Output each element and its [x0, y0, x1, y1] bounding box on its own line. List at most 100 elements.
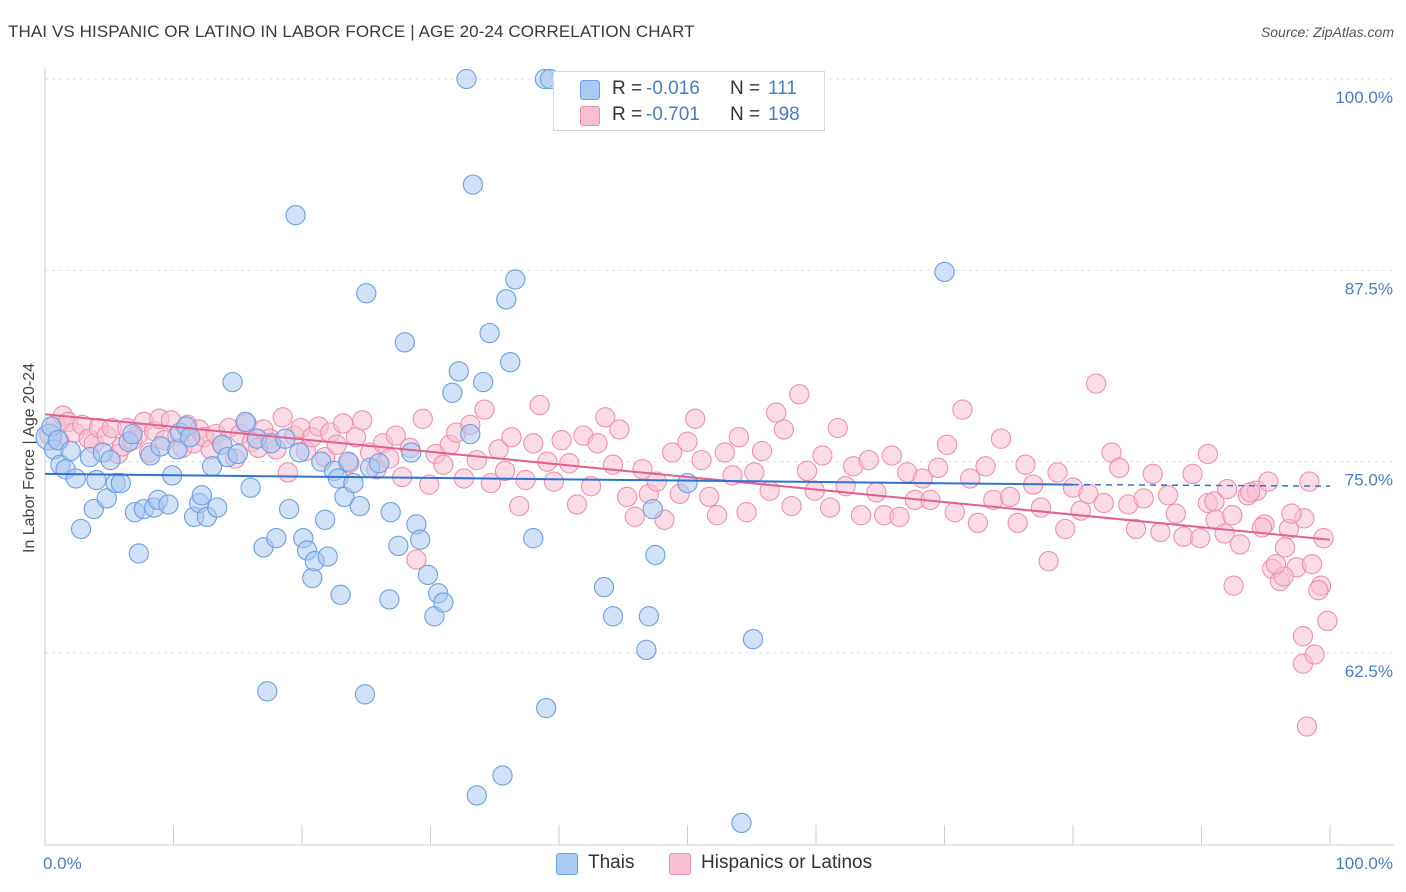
- thais-point: [593, 577, 615, 598]
- hispanics-point: [1165, 503, 1186, 524]
- thais-point: [86, 469, 107, 491]
- x-tick-labels: 0.0% 100.0%: [43, 854, 1393, 873]
- hispanics-point: [1296, 716, 1318, 737]
- thais-point: [330, 584, 351, 605]
- thais-point: [289, 442, 310, 463]
- correlation-legend: R = -0.016 N = 111 R = -0.701 N = 198: [553, 71, 825, 131]
- thais-point: [473, 371, 494, 393]
- series-hispanics-points: [39, 373, 1338, 737]
- legend-row-hispanics: R = -0.701 N = 198: [554, 102, 824, 128]
- thais-trend-extension: [1072, 483, 1331, 487]
- hispanics-point: [1301, 554, 1323, 575]
- hispanics-point: [1317, 610, 1338, 632]
- hispanics-legend-label: Hispanics or Latinos: [701, 852, 873, 873]
- thais-point: [314, 509, 336, 530]
- hispanics-point: [1109, 457, 1130, 478]
- hispanics-point: [944, 502, 965, 523]
- hispanics-point: [1299, 471, 1320, 492]
- n-value: 198: [768, 104, 800, 125]
- thais-point: [505, 269, 526, 290]
- thais-point: [638, 606, 660, 627]
- hispanics-point: [406, 549, 427, 570]
- series-thais-points: [35, 68, 955, 834]
- hispanics-point: [277, 462, 299, 483]
- hispanics-point: [812, 445, 833, 466]
- hispanics-point: [646, 471, 667, 492]
- thais-point: [158, 494, 179, 515]
- hispanics-point: [385, 425, 406, 446]
- thais-point: [70, 518, 92, 540]
- x-tick-label: 100.0%: [1335, 854, 1393, 873]
- r-label: R =: [612, 78, 643, 99]
- thais-point: [356, 283, 377, 304]
- hispanics-point: [714, 442, 735, 463]
- thais-point: [240, 477, 261, 498]
- hispanics-point: [602, 454, 624, 475]
- hispanics-point: [736, 502, 757, 523]
- hispanics-point: [1133, 488, 1154, 509]
- thais-point: [448, 361, 469, 382]
- hispanics-point: [766, 402, 787, 423]
- hispanics-point: [967, 512, 989, 534]
- hispanics-point: [728, 427, 750, 448]
- thais-point: [645, 544, 666, 566]
- y-tick-label: 62.5%: [1345, 662, 1393, 681]
- hispanics-point: [609, 419, 630, 440]
- r-label: R =: [612, 104, 643, 125]
- hispanics-point: [433, 454, 454, 475]
- thais-point: [636, 639, 657, 661]
- hispanics-trend-line: [44, 413, 1331, 541]
- hispanics-point: [1229, 534, 1251, 555]
- y-tick-labels: 100.0% 87.5% 75.0% 62.5%: [1335, 88, 1393, 681]
- hispanics-point: [990, 428, 1012, 449]
- hispanics-point: [881, 445, 902, 466]
- hispanics-point: [595, 407, 616, 428]
- thais-point: [380, 502, 401, 523]
- hispanics-point: [1182, 463, 1203, 485]
- hispanics-point: [523, 433, 544, 454]
- hispanics-point: [1197, 443, 1219, 465]
- hispanics-point: [699, 486, 720, 508]
- hispanics-point: [1281, 503, 1302, 524]
- hispanics-point: [1125, 518, 1147, 540]
- hispanics-point: [509, 495, 530, 517]
- hispanics-point: [501, 427, 522, 448]
- hispanics-point: [936, 434, 958, 455]
- hispanics-point: [975, 456, 996, 477]
- hispanics-point: [466, 449, 487, 471]
- hispanics-point: [326, 434, 347, 455]
- thais-point: [180, 427, 201, 448]
- thais-point: [460, 423, 481, 445]
- hispanics-point: [529, 394, 550, 416]
- thais-point: [338, 451, 359, 472]
- thais-point: [227, 443, 248, 465]
- hispanics-point: [691, 449, 712, 471]
- hispanics-point: [624, 506, 645, 527]
- hispanics-point: [1157, 485, 1179, 506]
- hispanics-point: [773, 419, 795, 440]
- gridlines: [45, 78, 1394, 654]
- hispanics-point: [1240, 482, 1261, 503]
- hispanics-point: [272, 407, 293, 428]
- thais-point: [492, 765, 513, 786]
- thais-point: [479, 322, 500, 344]
- r-value: -0.016: [646, 78, 700, 99]
- y-tick-label: 75.0%: [1345, 471, 1393, 490]
- hispanics-point: [419, 474, 440, 495]
- thais-point: [388, 535, 409, 557]
- hispanics-point: [1142, 463, 1163, 485]
- thais-point: [410, 529, 431, 550]
- thais-point: [354, 684, 376, 705]
- y-tick-label: 87.5%: [1345, 279, 1393, 298]
- thais-point: [417, 564, 439, 586]
- hispanics-point: [685, 408, 706, 429]
- thais-point: [65, 468, 86, 489]
- y-axis-label: In Labor Force | Age 20-24: [21, 363, 38, 553]
- thais-point: [96, 488, 117, 509]
- thais-point: [934, 261, 955, 283]
- thais-point: [394, 332, 415, 353]
- hispanics-point: [559, 453, 580, 474]
- thais-point: [401, 442, 422, 463]
- hispanics-point: [889, 506, 910, 527]
- hispanics-point: [1292, 626, 1314, 647]
